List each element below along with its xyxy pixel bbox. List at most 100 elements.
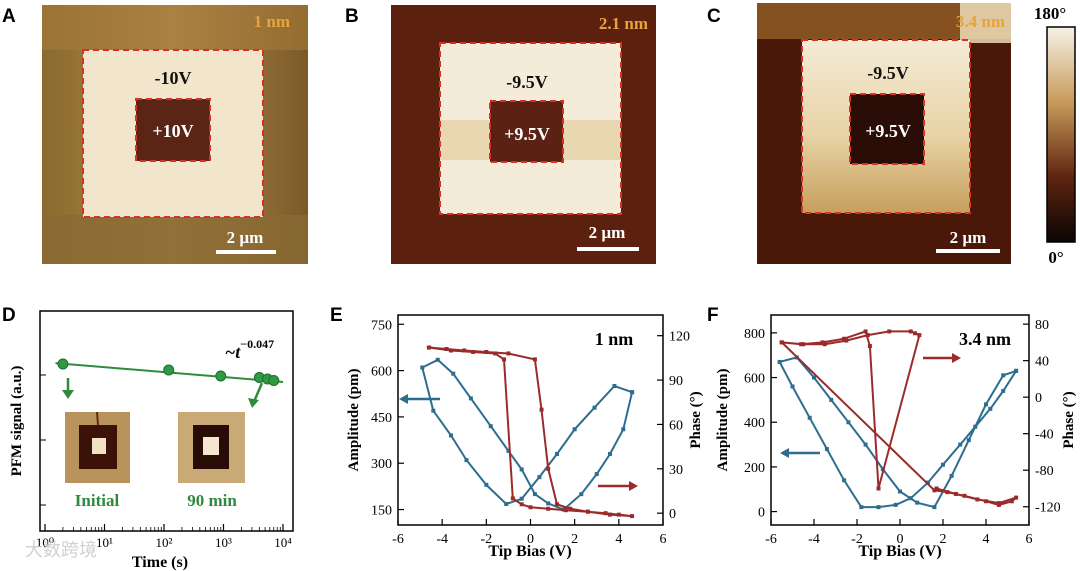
chart-f-phase-marker: [908, 329, 913, 334]
chart-e-series: [420, 345, 635, 519]
chart-f-annotation: 3.4 nm: [959, 329, 1011, 349]
chart-e-phase-marker: [555, 502, 559, 507]
panel-letter-c: C: [707, 6, 721, 27]
chart-f-phase-marker: [820, 340, 825, 345]
panel-letter-b: B: [345, 6, 359, 27]
chart-e-amplitude-marker: [612, 384, 617, 389]
chart-e-amplitude-marker: [537, 475, 542, 480]
chart-f-amplitude-marker: [1014, 368, 1019, 373]
inner-voltage-b: +9.5V: [504, 124, 550, 144]
chart-e-amplitude-arrow: [399, 394, 440, 404]
chart-e-amplitude-marker: [449, 433, 453, 438]
chart-f-x-tick-label: -6: [765, 532, 777, 547]
chart-f-y2label: Phase (°): [1061, 391, 1077, 448]
chart-e-x-tick-label: 0: [527, 532, 534, 547]
inset-90min: [178, 412, 245, 483]
chart-e-x-tick-label: -6: [392, 532, 404, 547]
chart-e-phase-marker: [528, 505, 533, 510]
chart-f-amplitude-marker: [1001, 373, 1006, 378]
chart-f-y-tick-label: 800: [744, 327, 765, 342]
colorbar: 180° 0°: [1034, 4, 1076, 267]
chart-f-phase-marker: [844, 338, 849, 343]
chart-d-x-tick-label: 10²: [156, 535, 173, 550]
chart-e-amplitude-marker: [468, 396, 473, 401]
chart-e-phase-marker: [630, 514, 635, 519]
chart-e-phase-line: [428, 346, 633, 518]
chart-e-phase-marker: [608, 512, 612, 517]
chart-d-point: [268, 375, 280, 386]
chart-e-amplitude-marker: [594, 472, 599, 477]
chart-e-amplitude-marker: [504, 502, 509, 506]
chart-e-amplitude-marker: [608, 451, 612, 456]
chart-f-y2-tick-label: 0: [1035, 391, 1042, 406]
chart-f-y-tick-label: 0: [758, 506, 765, 521]
inset-initial: [65, 411, 130, 483]
thickness-label-a: 1 nm: [254, 12, 290, 31]
inner-domain-a: [136, 99, 210, 161]
chart-f-phase-marker: [842, 336, 847, 341]
chart-f-phase-marker: [865, 333, 870, 338]
scale-label-b: 2 µm: [589, 223, 626, 242]
inner-domain-c: [850, 94, 924, 164]
chart-f-amplitude-marker: [863, 442, 868, 447]
chart-d-x-tick-label: 10¹: [96, 535, 113, 550]
chart-f-phase-line: [779, 330, 1017, 506]
chart-e-phase-marker: [510, 496, 515, 501]
chart-d-ticks: [40, 374, 284, 531]
chart-e-y2label: Phase (°): [688, 391, 704, 448]
panel-c: C 3.4 nm -9.5V +9.5V 2 µm: [707, 3, 1011, 264]
chart-f-y-tick-label: 400: [744, 416, 765, 431]
inset-label-initial: Initial: [75, 491, 120, 510]
chart-f-series: [777, 329, 1019, 510]
chart-e-phase-marker: [519, 502, 524, 507]
chart-f-phase-arrow: [923, 353, 961, 363]
chart-f-amplitude-marker: [949, 473, 954, 478]
chart-f-ylabel: Amplitude (pm): [715, 369, 731, 472]
chart-e-phase-marker: [444, 347, 449, 352]
chart-d-x-tick-label: 10³: [215, 535, 232, 550]
chart-e-phase-marker: [462, 348, 467, 353]
chart-f-amplitude-marker: [859, 505, 864, 510]
chart-e-phase-arrow: [598, 481, 638, 491]
thickness-label-c: 3.4 nm: [956, 12, 1005, 31]
chart-f-phase-marker: [867, 344, 872, 349]
panel-letter-a: A: [2, 6, 16, 27]
chart-d-point: [215, 370, 227, 382]
chart-f-amplitude-marker: [908, 496, 913, 501]
chart-d-ylabel: PFM signal (a.u.): [9, 366, 25, 477]
chart-f-amplitude-marker: [988, 406, 993, 411]
chart-e-y-tick-label: 450: [371, 411, 392, 426]
chart-f-amplitude-marker: [790, 384, 795, 389]
chart-e-x-tick-label: 2: [571, 532, 578, 547]
chart-e-x-tick-label: -2: [480, 532, 492, 547]
scale-bar-a: [216, 250, 276, 254]
chart-f-x-tick-label: 0: [897, 532, 904, 547]
chart-f-phase-marker: [1009, 499, 1014, 504]
chart-f-amplitude-marker: [932, 505, 937, 510]
chart-f-amplitude-marker: [842, 478, 847, 483]
chart-f-amplitude-marker: [893, 502, 898, 507]
chart-f-x-tick-label: -2: [851, 532, 863, 547]
chart-e-x-tick-label: 6: [660, 532, 667, 547]
chart-f-amplitude-marker: [777, 359, 782, 364]
chart-d-fit-label: ~t−0.047: [225, 337, 274, 362]
chart-e-y-tick-label: 150: [371, 504, 392, 519]
chart-e-amplitude-marker: [431, 408, 436, 413]
chart-f-y-tick-label: 600: [744, 372, 765, 387]
chart-e-phase-marker: [493, 351, 498, 356]
chart-e-x-tick-label: -4: [436, 532, 448, 547]
chart-e-y2-tick-label: 90: [669, 374, 683, 389]
chart-f-phase-marker: [953, 491, 958, 496]
chart-e-phase-marker: [502, 357, 506, 362]
chart-f-amplitude-marker: [915, 500, 920, 505]
chart-e-amplitude-marker: [546, 501, 551, 506]
chart-d-x-tick-labels: 10⁰ 10¹ 10² 10³ 10⁴: [36, 535, 292, 550]
chart-e-amplitude-marker: [484, 482, 489, 487]
chart-d-points: [57, 358, 280, 386]
chart-d-frame: [39, 310, 294, 532]
scale-label-c: 2 µm: [950, 228, 987, 247]
chart-e-x-tick-label: 4: [615, 532, 622, 547]
chart-f-amplitude-marker: [898, 489, 902, 494]
chart-f-phase-marker: [801, 342, 806, 347]
chart-e-phase-marker: [585, 509, 590, 514]
